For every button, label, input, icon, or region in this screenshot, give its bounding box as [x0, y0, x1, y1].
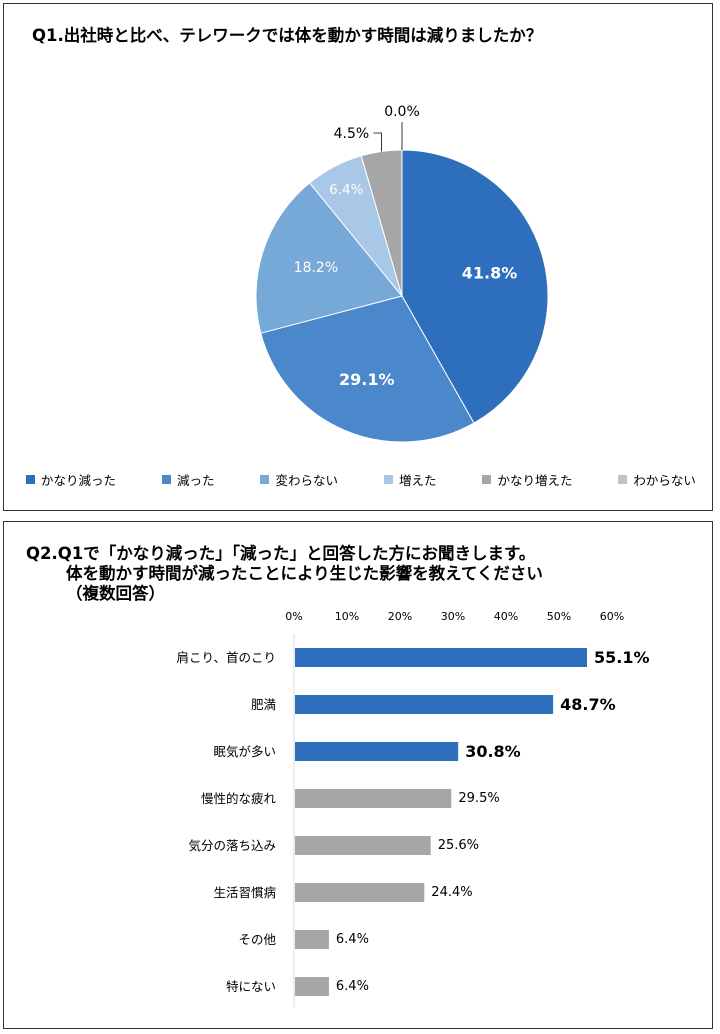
legend-swatch — [482, 475, 492, 484]
legend-label: わからない — [633, 473, 696, 488]
pie-value-label: 6.4% — [329, 182, 363, 198]
legend-item: かなり減った — [26, 470, 116, 489]
legend-swatch — [161, 475, 171, 484]
q1-title: Q1.出社時と比べ、テレワークでは体を動かす時間は減りましたか？ — [32, 26, 543, 45]
bar-value-label: 25.6% — [438, 838, 479, 853]
q2-panel: Q2.Q1で「かなり減った」「減った」と回答した方にお聞きします。 体を動かす時… — [3, 521, 713, 1029]
bar-value-label: 6.4% — [336, 932, 369, 947]
bar — [295, 836, 431, 855]
bar — [295, 930, 329, 949]
legend-item: 減った — [161, 470, 215, 489]
q1-legend: かなり減った 減った 変わらない 増えた かなり増えた わからない — [26, 470, 696, 489]
legend-item: わからない — [618, 470, 696, 489]
bar-value-label: 29.5% — [458, 791, 499, 806]
category-label: 慢性的な疲れ — [201, 791, 277, 806]
x-tick-label: 60% — [600, 610, 624, 623]
legend-label: 減った — [176, 473, 215, 488]
legend-item: かなり増えた — [482, 470, 572, 489]
q1-pie-chart: 41.8% 29.1% 18.2% 6.4% 4.5% 0.0% — [255, 104, 549, 443]
legend-label: かなり減った — [41, 473, 117, 488]
pie-leader-line — [373, 132, 382, 152]
q2-title-line-2: 体を動かす時間が減ったことにより生じた影響を教えてください — [66, 564, 543, 583]
legend-label: 変わらない — [275, 473, 338, 488]
category-label: 眠気が多い — [213, 744, 276, 759]
legend-swatch — [26, 475, 35, 484]
x-tick-label: 40% — [494, 610, 518, 623]
q1-panel: Q1.出社時と比べ、テレワークでは体を動かす時間は減りましたか？ 41.8% 29… — [3, 3, 713, 511]
pie-slice — [260, 295, 475, 443]
category-label: その他 — [238, 932, 276, 947]
x-tick-label: 10% — [335, 610, 359, 623]
legend-swatch — [260, 475, 270, 484]
bar-value-label: 30.8% — [465, 742, 521, 761]
bar — [295, 742, 459, 761]
bar-value-label: 55.1% — [594, 648, 650, 667]
category-label: 気分の落ち込み — [188, 838, 276, 853]
x-tick-label: 20% — [388, 610, 412, 623]
pie-value-label: 18.2% — [294, 260, 338, 276]
category-label: 特にない — [226, 979, 276, 994]
legend-label: かなり増えた — [497, 473, 573, 488]
category-label: 肩こり、首のこり — [176, 650, 276, 665]
q2-title-line-1: Q2.Q1で「かなり減った」「減った」と回答した方にお聞きします。 — [26, 544, 536, 563]
bar — [295, 648, 587, 667]
pie-value-label: 41.8% — [462, 263, 518, 282]
pie-value-label: 0.0% — [384, 104, 420, 120]
legend-label: 増えた — [398, 473, 437, 488]
bar — [295, 695, 554, 714]
pie-value-label: 4.5% — [334, 126, 370, 142]
q2-title-line-3: （複数回答） — [66, 584, 165, 603]
legend-swatch — [383, 475, 393, 484]
bar — [295, 789, 452, 808]
legend-item: 変わらない — [260, 470, 338, 489]
pie-value-label: 29.1% — [339, 370, 395, 389]
pie-slice — [255, 182, 403, 334]
q2-bar-chart: 0% 10% 20% 30% 40% 50% 60% 肩こり、首のこり 55.1% 肥満 48.7%… — [176, 610, 650, 1007]
category-label: 肥満 — [251, 697, 276, 712]
bar-value-label: 24.4% — [431, 885, 472, 900]
pie-slice — [401, 149, 549, 424]
x-tick-label: 50% — [547, 610, 571, 623]
bar — [295, 883, 425, 902]
legend-item: 増えた — [383, 470, 437, 489]
bar-value-label: 6.4% — [336, 979, 369, 994]
bar-value-label: 48.7% — [560, 695, 616, 714]
x-tick-label: 30% — [441, 610, 465, 623]
bar — [295, 977, 329, 996]
category-label: 生活習慣病 — [213, 885, 276, 900]
x-tick-label: 0% — [285, 610, 302, 623]
legend-swatch — [618, 475, 628, 484]
